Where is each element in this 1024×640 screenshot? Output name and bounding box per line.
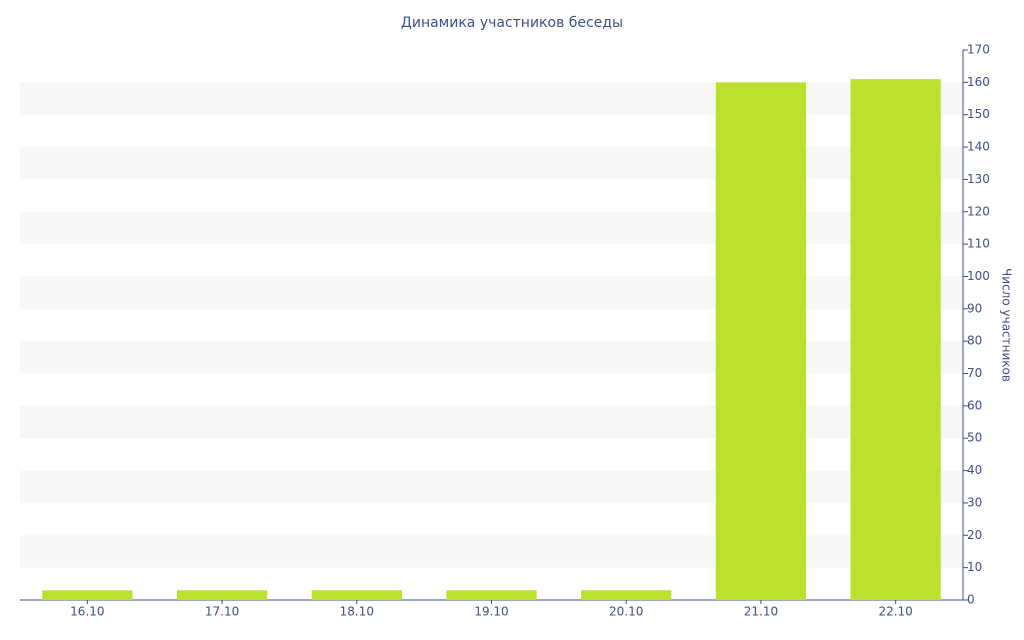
y-tick-label: 150 — [967, 107, 990, 121]
y-tick-label: 130 — [967, 172, 990, 186]
y-tick-label: 20 — [967, 528, 982, 542]
bar — [715, 82, 807, 600]
grid-band — [20, 341, 963, 374]
y-axis-label: Число участников — [1000, 268, 1014, 382]
chart-title: Динамика участников беседы — [401, 15, 623, 31]
bar — [850, 79, 941, 600]
y-tick-label: 70 — [967, 366, 982, 380]
x-tick-label: 20.10 — [609, 605, 643, 619]
y-tick-label: 80 — [967, 334, 982, 348]
y-tick-label: 100 — [967, 269, 990, 283]
y-tick-label: 0 — [967, 593, 975, 607]
y-tick-label: 160 — [967, 75, 990, 89]
x-tick-label: 17.10 — [205, 605, 239, 619]
x-tick-label: 18.10 — [340, 605, 374, 619]
bar — [581, 590, 672, 600]
y-tick-label: 90 — [967, 301, 982, 315]
grid-band — [20, 211, 963, 245]
y-tick-label: 60 — [967, 398, 982, 412]
y-tick-label: 40 — [967, 463, 982, 477]
bar — [311, 590, 402, 600]
grid-band — [20, 82, 963, 115]
bar — [446, 590, 537, 600]
x-tick-label: 22.10 — [878, 605, 912, 619]
x-tick-label: 16.10 — [70, 605, 104, 619]
x-tick-label: 19.10 — [474, 605, 508, 619]
grid-band — [20, 405, 963, 439]
y-tick-label: 50 — [967, 431, 982, 445]
bar — [176, 590, 268, 600]
grid-band — [20, 276, 963, 309]
grid-band — [20, 535, 963, 568]
grid-band — [20, 470, 963, 503]
grid-band — [20, 147, 963, 180]
bar — [42, 590, 133, 600]
y-tick-label: 10 — [967, 560, 982, 574]
y-tick-label: 140 — [967, 140, 990, 154]
y-tick-label: 170 — [967, 43, 990, 57]
x-tick-label: 21.10 — [744, 605, 778, 619]
y-tick-label: 110 — [967, 237, 990, 251]
y-tick-label: 120 — [967, 204, 990, 218]
y-tick-label: 30 — [967, 495, 982, 509]
